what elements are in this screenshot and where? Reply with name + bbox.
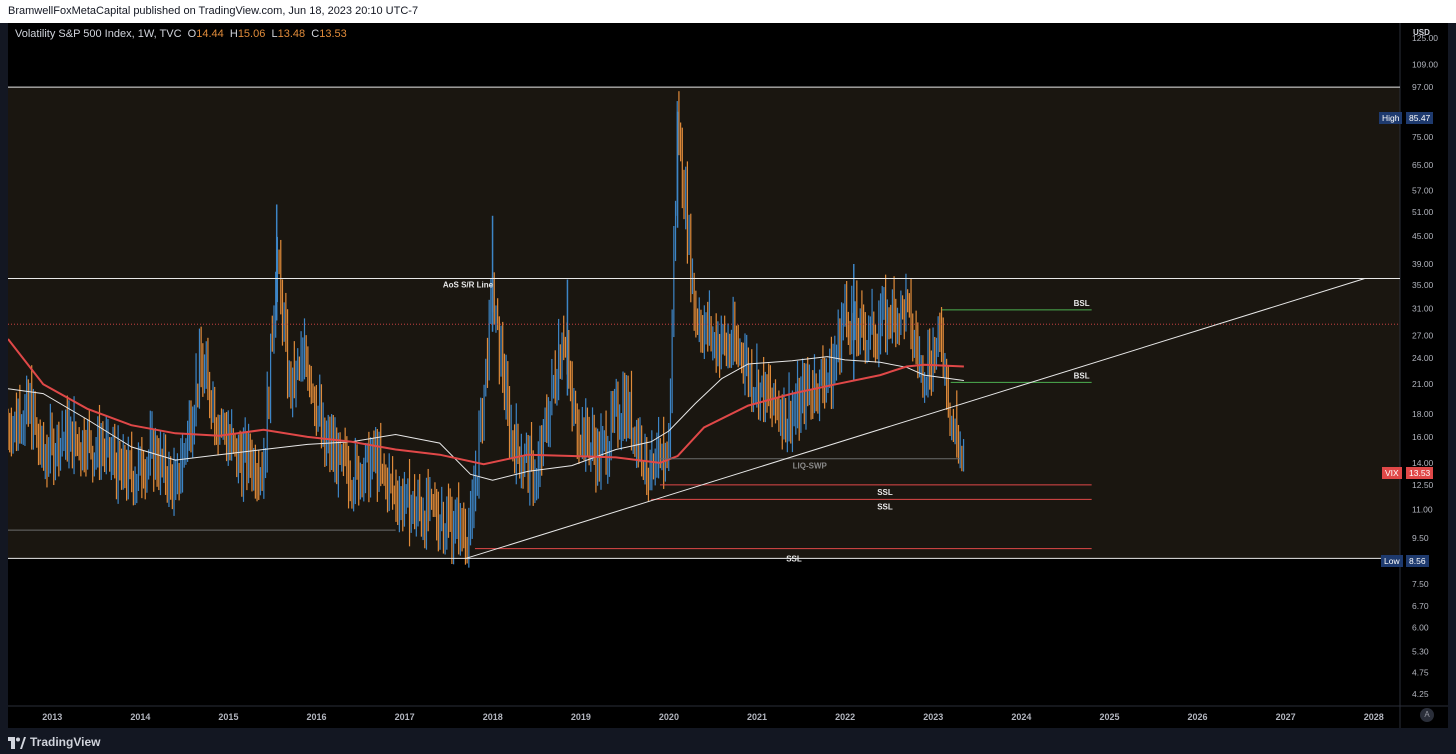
x-tick-label: 2027 [1276, 712, 1296, 722]
x-tick-label: 2017 [395, 712, 415, 722]
y-tick-label: 24.00 [1412, 353, 1434, 363]
publisher-bar: BramwellFoxMetaCapital published on Trad… [0, 0, 1456, 23]
y-tick-label: 5.30 [1412, 646, 1429, 656]
publisher-text: BramwellFoxMetaCapital published on Trad… [8, 5, 419, 17]
y-tick-label: 4.25 [1412, 689, 1429, 699]
sma-red-line [8, 338, 964, 466]
low-tag-value: 8.56 [1406, 555, 1429, 567]
y-tick-label: 11.00 [1412, 505, 1433, 515]
x-tick-label: 2022 [835, 712, 855, 722]
x-tick-label: 2026 [1188, 712, 1208, 722]
chart-area[interactable]: 125.00 109.00 97.00 75.00 65.00 57.00 51.00 45.… [8, 23, 1448, 728]
y-tick-label: 4.75 [1412, 668, 1429, 678]
y-tick-label: 31.00 [1412, 304, 1434, 314]
y-tick-label: 12.50 [1412, 480, 1434, 490]
symbol-tag-label: VIX [1382, 467, 1402, 479]
legend-symbol: Volatility S&P 500 Index, 1W, TVC [15, 28, 182, 40]
currency-label: USD [1413, 28, 1430, 37]
level-label: BSL [1074, 371, 1090, 380]
sma-white-line [8, 356, 964, 481]
legend-low-value: 13.48 [277, 28, 306, 40]
y-tick-label: 125.00 [1412, 33, 1438, 43]
y-tick-label: 51.00 [1412, 207, 1434, 217]
x-tick-label: 2028 [1364, 712, 1384, 722]
x-tick-label: 2015 [218, 712, 238, 722]
level-label: BSL [1074, 299, 1090, 308]
y-tick-label: 65.00 [1412, 160, 1434, 170]
legend-open-label: O [187, 28, 197, 40]
legend-high-value: 15.06 [237, 28, 266, 40]
y-tick-label: 6.00 [1412, 622, 1429, 632]
y-tick-label: 9.50 [1412, 533, 1429, 543]
auto-scale-button[interactable]: A [1420, 708, 1434, 722]
x-tick-label: 2021 [747, 712, 767, 722]
symbol-tag-value: 13.53 [1406, 467, 1434, 479]
y-tick-label: 75.00 [1412, 132, 1434, 142]
level-label: SSL [877, 488, 893, 497]
y-tick-label: 39.00 [1412, 259, 1434, 269]
x-tick-label: 2025 [1099, 712, 1119, 722]
tradingview-logo-icon [8, 736, 26, 749]
y-tick-label: 27.00 [1412, 330, 1434, 340]
legend-open-value: 14.44 [196, 28, 224, 40]
legend-close-value: 13.53 [319, 28, 347, 40]
y-tick-label: 14.00 [1412, 458, 1434, 468]
y-tick-label: 97.00 [1412, 82, 1434, 92]
x-tick-label: 2013 [42, 712, 62, 722]
high-tag-value: 85.47 [1406, 112, 1434, 124]
y-tick-label: 57.00 [1412, 185, 1434, 195]
tradingview-brand[interactable]: TradingView [8, 735, 100, 749]
x-tick-label: 2018 [483, 712, 503, 722]
x-tick-label: 2014 [130, 712, 150, 722]
level-label: LIQ-SWP [793, 462, 828, 471]
level-label: SSL [877, 502, 893, 511]
legend-low-label: L [271, 28, 278, 40]
low-tag-label: Low [1381, 555, 1403, 567]
legend-close-label: C [311, 28, 320, 40]
y-tick-label: 21.00 [1412, 379, 1434, 389]
level-label: SSL [786, 554, 802, 563]
y-tick-label: 109.00 [1412, 60, 1438, 70]
symbol-legend: Volatility S&P 500 Index, 1W, TVC O14.44… [15, 28, 347, 40]
chart-svg[interactable]: 125.00 109.00 97.00 75.00 65.00 57.00 51.00 45.… [8, 23, 1448, 728]
x-tick-label: 2019 [571, 712, 591, 722]
x-tick-label: 2020 [659, 712, 679, 722]
trend-line [465, 277, 1365, 559]
legend-high-label: H [229, 28, 238, 40]
level-label: AoS S/R Line [443, 280, 494, 289]
x-tick-label: 2016 [307, 712, 327, 722]
high-tag-label: High [1379, 112, 1403, 124]
y-tick-label: 16.00 [1412, 432, 1434, 442]
y-tick-label: 7.50 [1412, 579, 1429, 589]
y-tick-label: 45.00 [1412, 231, 1434, 241]
y-tick-label: 6.70 [1412, 601, 1429, 611]
y-tick-label: 18.00 [1412, 409, 1434, 419]
x-tick-label: 2024 [1011, 712, 1031, 722]
y-tick-label: 35.00 [1412, 280, 1434, 290]
x-tick-label: 2023 [923, 712, 943, 722]
footer-bar [0, 728, 1456, 754]
brand-name: TradingView [30, 735, 101, 749]
